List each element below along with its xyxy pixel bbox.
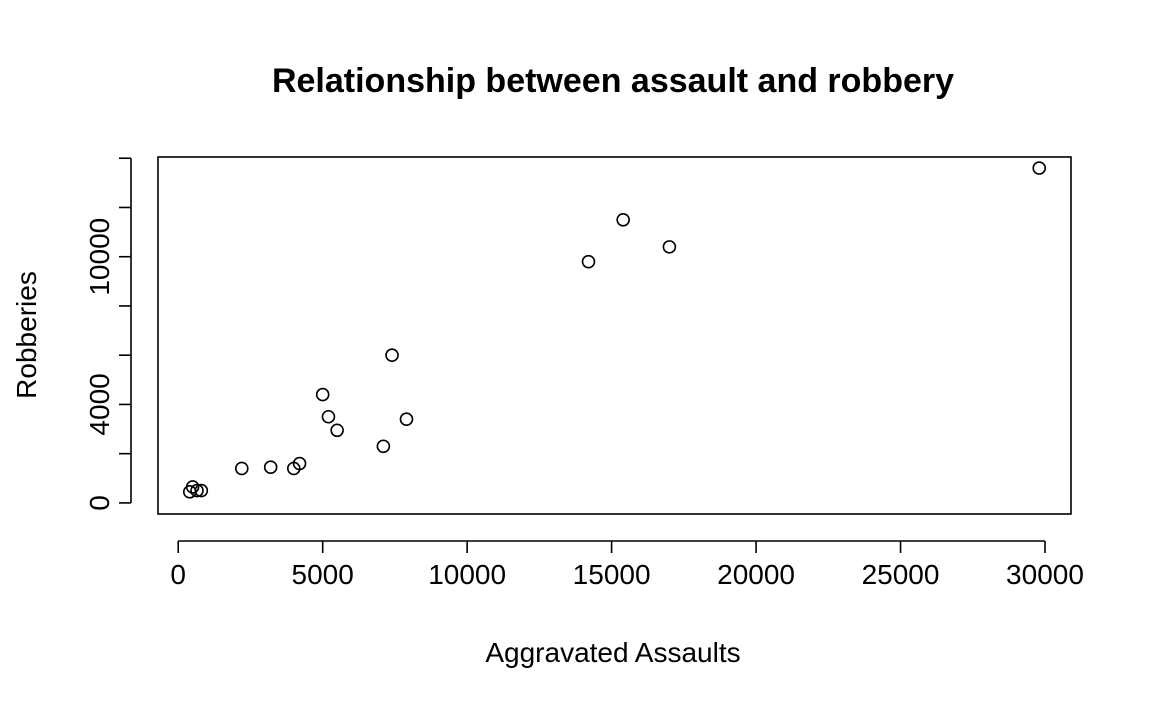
x-tick-label: 15000 xyxy=(573,559,651,590)
x-tick-label: 20000 xyxy=(717,559,795,590)
data-point xyxy=(234,461,249,476)
data-point xyxy=(330,423,344,438)
chart-title: Relationship between assault and robbery xyxy=(272,62,954,100)
x-tick-label: 5000 xyxy=(292,559,354,590)
data-points xyxy=(182,161,1047,499)
y-axis: 0 4000 10000 xyxy=(84,157,132,511)
y-axis-label: Robberies xyxy=(11,271,42,399)
data-point xyxy=(662,240,677,254)
y-tick-label: 0 xyxy=(84,495,115,511)
data-point xyxy=(376,439,391,454)
data-point xyxy=(321,409,336,424)
data-point xyxy=(399,412,414,427)
data-point xyxy=(315,387,330,402)
plot-frame xyxy=(157,156,1072,515)
data-point xyxy=(385,348,399,362)
data-point xyxy=(182,485,197,499)
data-point xyxy=(263,460,278,475)
x-axis-label: Aggravated Assaults xyxy=(485,637,740,668)
data-point xyxy=(190,483,204,498)
data-point xyxy=(581,254,596,269)
y-tick-label: 10000 xyxy=(84,218,115,296)
data-point xyxy=(286,461,301,476)
data-point xyxy=(1032,161,1047,175)
x-tick-label: 10000 xyxy=(428,559,506,590)
data-point xyxy=(616,212,630,227)
y-tick-label: 4000 xyxy=(84,373,115,435)
x-tick-label: 30000 xyxy=(1006,559,1084,590)
x-axis: 0 5000 10000 15000 20000 25000 30000 xyxy=(170,540,1084,590)
x-tick-label: 25000 xyxy=(862,559,940,590)
x-tick-label: 0 xyxy=(170,559,186,590)
